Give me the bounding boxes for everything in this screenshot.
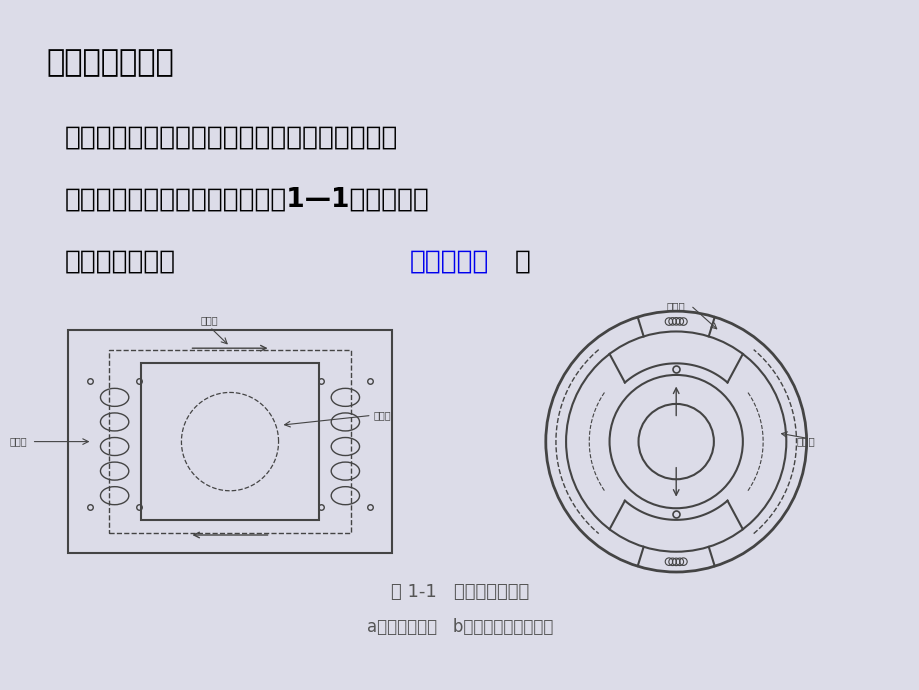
- Text: 漏磁通: 漏磁通: [373, 411, 391, 420]
- Text: ）: ）: [515, 248, 530, 275]
- Text: 二、磁路的概念: 二、磁路的概念: [46, 48, 174, 77]
- Bar: [141, 363, 319, 520]
- Text: 图 1-1   两种常见的磁路: 图 1-1 两种常见的磁路: [391, 583, 528, 601]
- Text: 漏磁通: 漏磁通: [10, 437, 28, 446]
- Bar: [68, 330, 391, 553]
- Text: a）变压器磁路   b）两极直流电机磁路: a）变压器磁路 b）两极直流电机磁路: [367, 618, 552, 635]
- Text: 漏磁通: 漏磁通: [796, 437, 814, 446]
- Bar: [108, 350, 351, 533]
- Text: 主磁通: 主磁通: [200, 315, 219, 325]
- Text: 铁磁物质，也可以是非磁体。图1—1所示为两种: 铁磁物质，也可以是非磁体。图1—1所示为两种: [64, 186, 429, 213]
- Text: 常见的磁路。（: 常见的磁路。（: [64, 248, 176, 275]
- Text: 主磁通: 主磁通: [666, 301, 685, 311]
- Text: 变压器磁路: 变压器磁路: [409, 248, 488, 275]
- Text: 磁通所通过的路径称为磁路，磁通的路径可以是: 磁通所通过的路径称为磁路，磁通的路径可以是: [64, 124, 397, 150]
